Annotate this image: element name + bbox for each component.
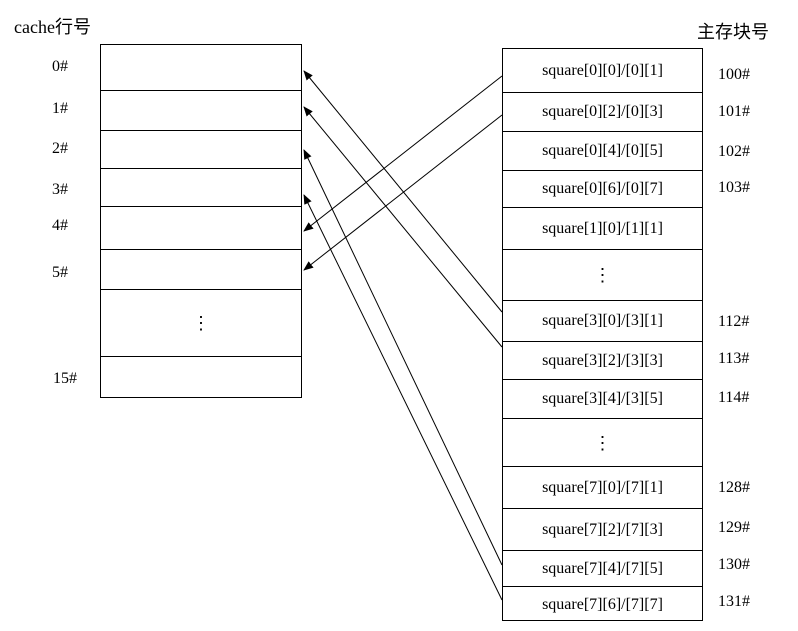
memory-block-label: 100#: [718, 66, 750, 83]
memory-block-cell: square[1][0]/[1][1]: [503, 207, 702, 249]
memory-block-label: 103#: [718, 179, 750, 196]
memory-ellipsis-row: ⋮: [503, 418, 702, 466]
ellipsis-icon: ⋮: [192, 313, 210, 333]
cache-row-label-1: 1#: [52, 100, 68, 117]
memory-block-cell: square[7][0]/[7][1]: [503, 466, 702, 508]
memory-block-label: 128#: [718, 479, 750, 496]
memory-block-cell: square[7][6]/[7][7]: [503, 586, 702, 622]
memory-block-cell: square[0][2]/[0][3]: [503, 92, 702, 131]
ellipsis-icon: ⋮: [593, 432, 612, 453]
memory-block-label: 113#: [718, 350, 750, 367]
cache-ellipsis-row: ⋮: [101, 289, 301, 356]
cache-row-label-5: 5#: [52, 264, 68, 281]
cache-table: ⋮: [100, 44, 302, 398]
cache-row-label-15: 15#: [53, 370, 77, 387]
cache-line-2: [101, 130, 301, 168]
mapping-arrow: [303, 70, 503, 313]
mapping-arrow: [303, 149, 503, 566]
cache-line-4: [101, 206, 301, 249]
memory-block-cell: square[0][4]/[0][5]: [503, 131, 702, 170]
memory-table: square[0][0]/[0][1] square[0][2]/[0][3] …: [502, 48, 703, 621]
mapping-arrow: [303, 75, 503, 232]
memory-block-cell: square[3][4]/[3][5]: [503, 379, 702, 418]
cache-row-label-2: 2#: [52, 140, 68, 157]
memory-block-label: 101#: [718, 103, 750, 120]
memory-block-cell: square[0][6]/[0][7]: [503, 170, 702, 207]
memory-block-cell: square[7][2]/[7][3]: [503, 508, 702, 550]
ellipsis-icon: ⋮: [593, 265, 612, 285]
memory-block-cell: square[3][0]/[3][1]: [503, 300, 702, 341]
mapping-arrow: [303, 106, 503, 348]
cache-row-label-4: 4#: [52, 217, 68, 234]
memory-block-label: 130#: [718, 556, 750, 573]
memory-block-title: 主存块号: [697, 22, 769, 42]
cache-line-5: [101, 249, 301, 289]
memory-block-label: 129#: [718, 519, 750, 536]
mapping-arrow: [303, 114, 503, 271]
memory-block-label: 114#: [718, 389, 750, 406]
cache-line-1: [101, 90, 301, 130]
memory-block-label: 112#: [718, 313, 750, 330]
mapping-arrow: [303, 194, 503, 601]
memory-block-label: 131#: [718, 593, 750, 610]
memory-block-label: 102#: [718, 143, 750, 160]
cache-line-3: [101, 168, 301, 206]
cache-line-title: cache行号: [14, 17, 91, 37]
cache-row-label-3: 3#: [52, 181, 68, 198]
cache-line-15: [101, 356, 301, 399]
memory-ellipsis-row: ⋮: [503, 249, 702, 300]
cache-row-label-0: 0#: [52, 58, 68, 75]
memory-block-cell: square[7][4]/[7][5]: [503, 550, 702, 586]
memory-block-cell: square[3][2]/[3][3]: [503, 341, 702, 379]
memory-block-cell: square[0][0]/[0][1]: [542, 61, 663, 79]
